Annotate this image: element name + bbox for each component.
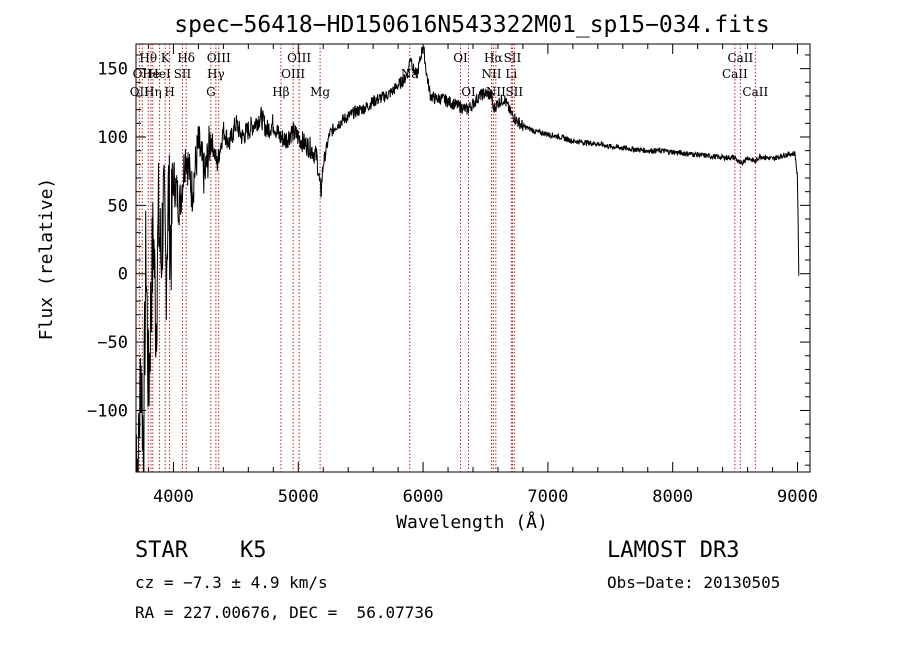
x-tick-label: 5000	[278, 487, 319, 507]
spectral-line-label: NII	[481, 67, 501, 81]
spectral-line-label: CaII	[742, 85, 768, 99]
spectral-line-label: Hθ	[139, 51, 157, 65]
x-tick-label: 6000	[403, 487, 444, 507]
survey-name: LAMOST DR3	[607, 538, 740, 563]
chart-title: spec−56418−HD150616N543322M01_sp15−034.f…	[174, 12, 769, 38]
coordinates: RA = 227.00676, DEC = 56.07736	[135, 603, 434, 622]
spectral-line-label: SII	[505, 85, 523, 99]
spectral-line-label: Mg	[310, 85, 330, 99]
spectral-line-label: OIII	[281, 67, 305, 81]
spectral-line-label: OI	[453, 51, 468, 65]
spectral-line-label: Li	[505, 67, 517, 81]
spectral-line-label: H	[164, 85, 174, 99]
x-tick-label: 9000	[777, 487, 818, 507]
spectral-line-label: Hα	[484, 51, 503, 65]
spectral-line-label: Hη	[144, 85, 162, 99]
axes: 4000 5000 6000 7000 8000 9000 −100 −50 0 50 100 150	[87, 43, 818, 507]
x-tick-label: 4000	[153, 487, 194, 507]
plot-frame	[135, 43, 811, 473]
spectral-line-label: K	[161, 51, 171, 65]
spectral-line-label: OII	[133, 67, 153, 81]
spectral-line-label: HeI	[148, 67, 171, 81]
spectral-line-label: He	[142, 67, 160, 81]
x-tick-label: 8000	[652, 487, 693, 507]
spectral-line-label: SII	[504, 51, 522, 65]
x-axis-label: Wavelength (Å)	[396, 511, 548, 533]
observation-date: Obs−Date: 20130505	[607, 573, 781, 592]
spectral-line-label: CaII	[727, 51, 753, 65]
y-tick-label: 100	[97, 128, 128, 148]
spectral-line-label: OII	[130, 85, 150, 99]
spectrum-series	[135, 45, 800, 473]
y-tick-label: −100	[87, 401, 128, 421]
x-tick-label: 7000	[527, 487, 568, 507]
redshift-cz: cz = −7.3 ± 4.9 km/s	[135, 573, 328, 592]
object-subclass: K5	[240, 538, 267, 563]
spectral-line-label: SII	[174, 67, 192, 81]
spectral-line-label: G	[206, 85, 216, 99]
spectral-line-label: OIII	[207, 51, 231, 65]
spectral-line-label: OI	[461, 85, 476, 99]
y-tick-label: −50	[97, 333, 128, 353]
y-tick-label: 150	[97, 60, 128, 80]
spectral-line-markers: OIIOIIHθHeHηHeIKHSIIHδGHγOIIIHβOIIIOIIIM…	[130, 44, 768, 472]
spectral-line-label: Hδ	[177, 51, 195, 65]
spectral-line-label: CaII	[722, 67, 748, 81]
spectral-line-label: OIII	[287, 51, 311, 65]
y-axis-label: Flux (relative)	[36, 178, 57, 341]
object-class: STAR	[135, 538, 188, 563]
y-tick-label: 0	[118, 265, 128, 285]
spectrum-line	[135, 45, 800, 473]
spectral-line-label: Hβ	[272, 85, 289, 99]
spectral-line-label: Hγ	[207, 67, 225, 81]
y-tick-label: 50	[108, 196, 128, 216]
